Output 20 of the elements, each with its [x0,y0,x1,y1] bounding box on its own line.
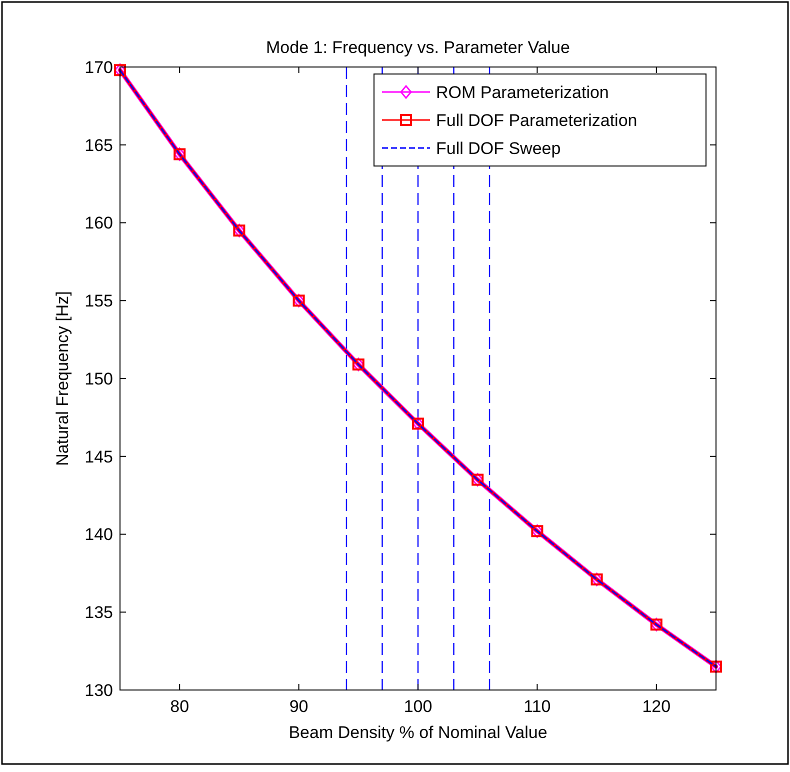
y-tick-label: 135 [84,603,113,622]
y-tick-label: 170 [84,58,113,77]
y-tick-label: 150 [84,369,113,388]
x-tick-label: 80 [170,697,190,716]
y-tick-label: 130 [84,680,113,700]
legend-label: ROM Parameterization [436,82,609,102]
x-tick-label: 90 [289,697,308,716]
legend-label: Full DOF Parameterization [436,110,638,130]
chart-title: Mode 1: Frequency vs. Parameter Value [266,38,570,57]
y-tick-label: 160 [84,214,113,233]
y-tick-label: 140 [84,525,113,544]
x-tick-label: 110 [524,697,551,716]
x-tick-label: 120 [642,697,671,716]
y-tick-label: 145 [84,447,113,466]
x-tick-label: 100 [404,697,432,716]
x-axis-title: Beam Density % of Nominal Value [288,723,548,742]
y-tick-label: 155 [84,292,113,311]
legend-label: Full DOF Sweep [436,138,561,158]
y-tick-label: 165 [84,136,113,155]
y-axis-title: Natural Frequency [Hz] [53,291,72,466]
